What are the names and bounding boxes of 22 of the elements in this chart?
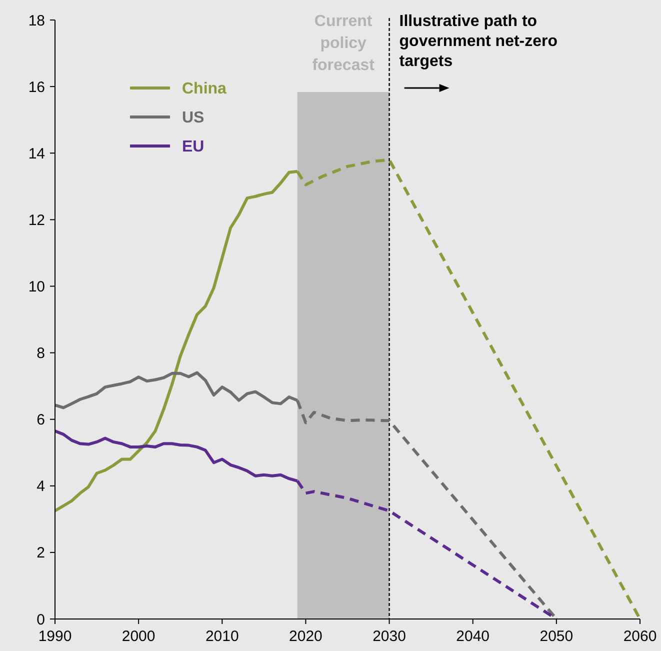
y-tick-label: 0 xyxy=(36,611,45,628)
legend-label: US xyxy=(182,110,205,127)
x-tick-label: 2000 xyxy=(122,628,156,645)
y-tick-label: 6 xyxy=(36,412,45,429)
y-tick-label: 14 xyxy=(28,145,45,162)
y-tick-label: 2 xyxy=(36,544,45,562)
legend-label: China xyxy=(182,80,227,98)
x-tick-label: 2050 xyxy=(540,628,574,645)
x-tick-label: 1990 xyxy=(38,628,72,645)
x-tick-label: 2010 xyxy=(205,628,239,645)
legend-label: EU xyxy=(182,138,204,156)
y-tick-label: 16 xyxy=(28,78,45,96)
y-tick-label: 10 xyxy=(28,278,45,296)
x-tick-label: 2030 xyxy=(372,628,406,645)
y-tick-label: 18 xyxy=(28,12,45,30)
y-tick-label: 12 xyxy=(28,212,45,229)
y-tick-label: 4 xyxy=(36,478,45,496)
x-tick-label: 2040 xyxy=(456,628,490,645)
y-tick-label: 8 xyxy=(36,345,45,362)
x-tick-label: 2020 xyxy=(289,628,322,645)
ref-line-label: Illustrative path to government net-zero targets xyxy=(399,13,558,70)
x-tick-label: 2060 xyxy=(623,628,657,645)
